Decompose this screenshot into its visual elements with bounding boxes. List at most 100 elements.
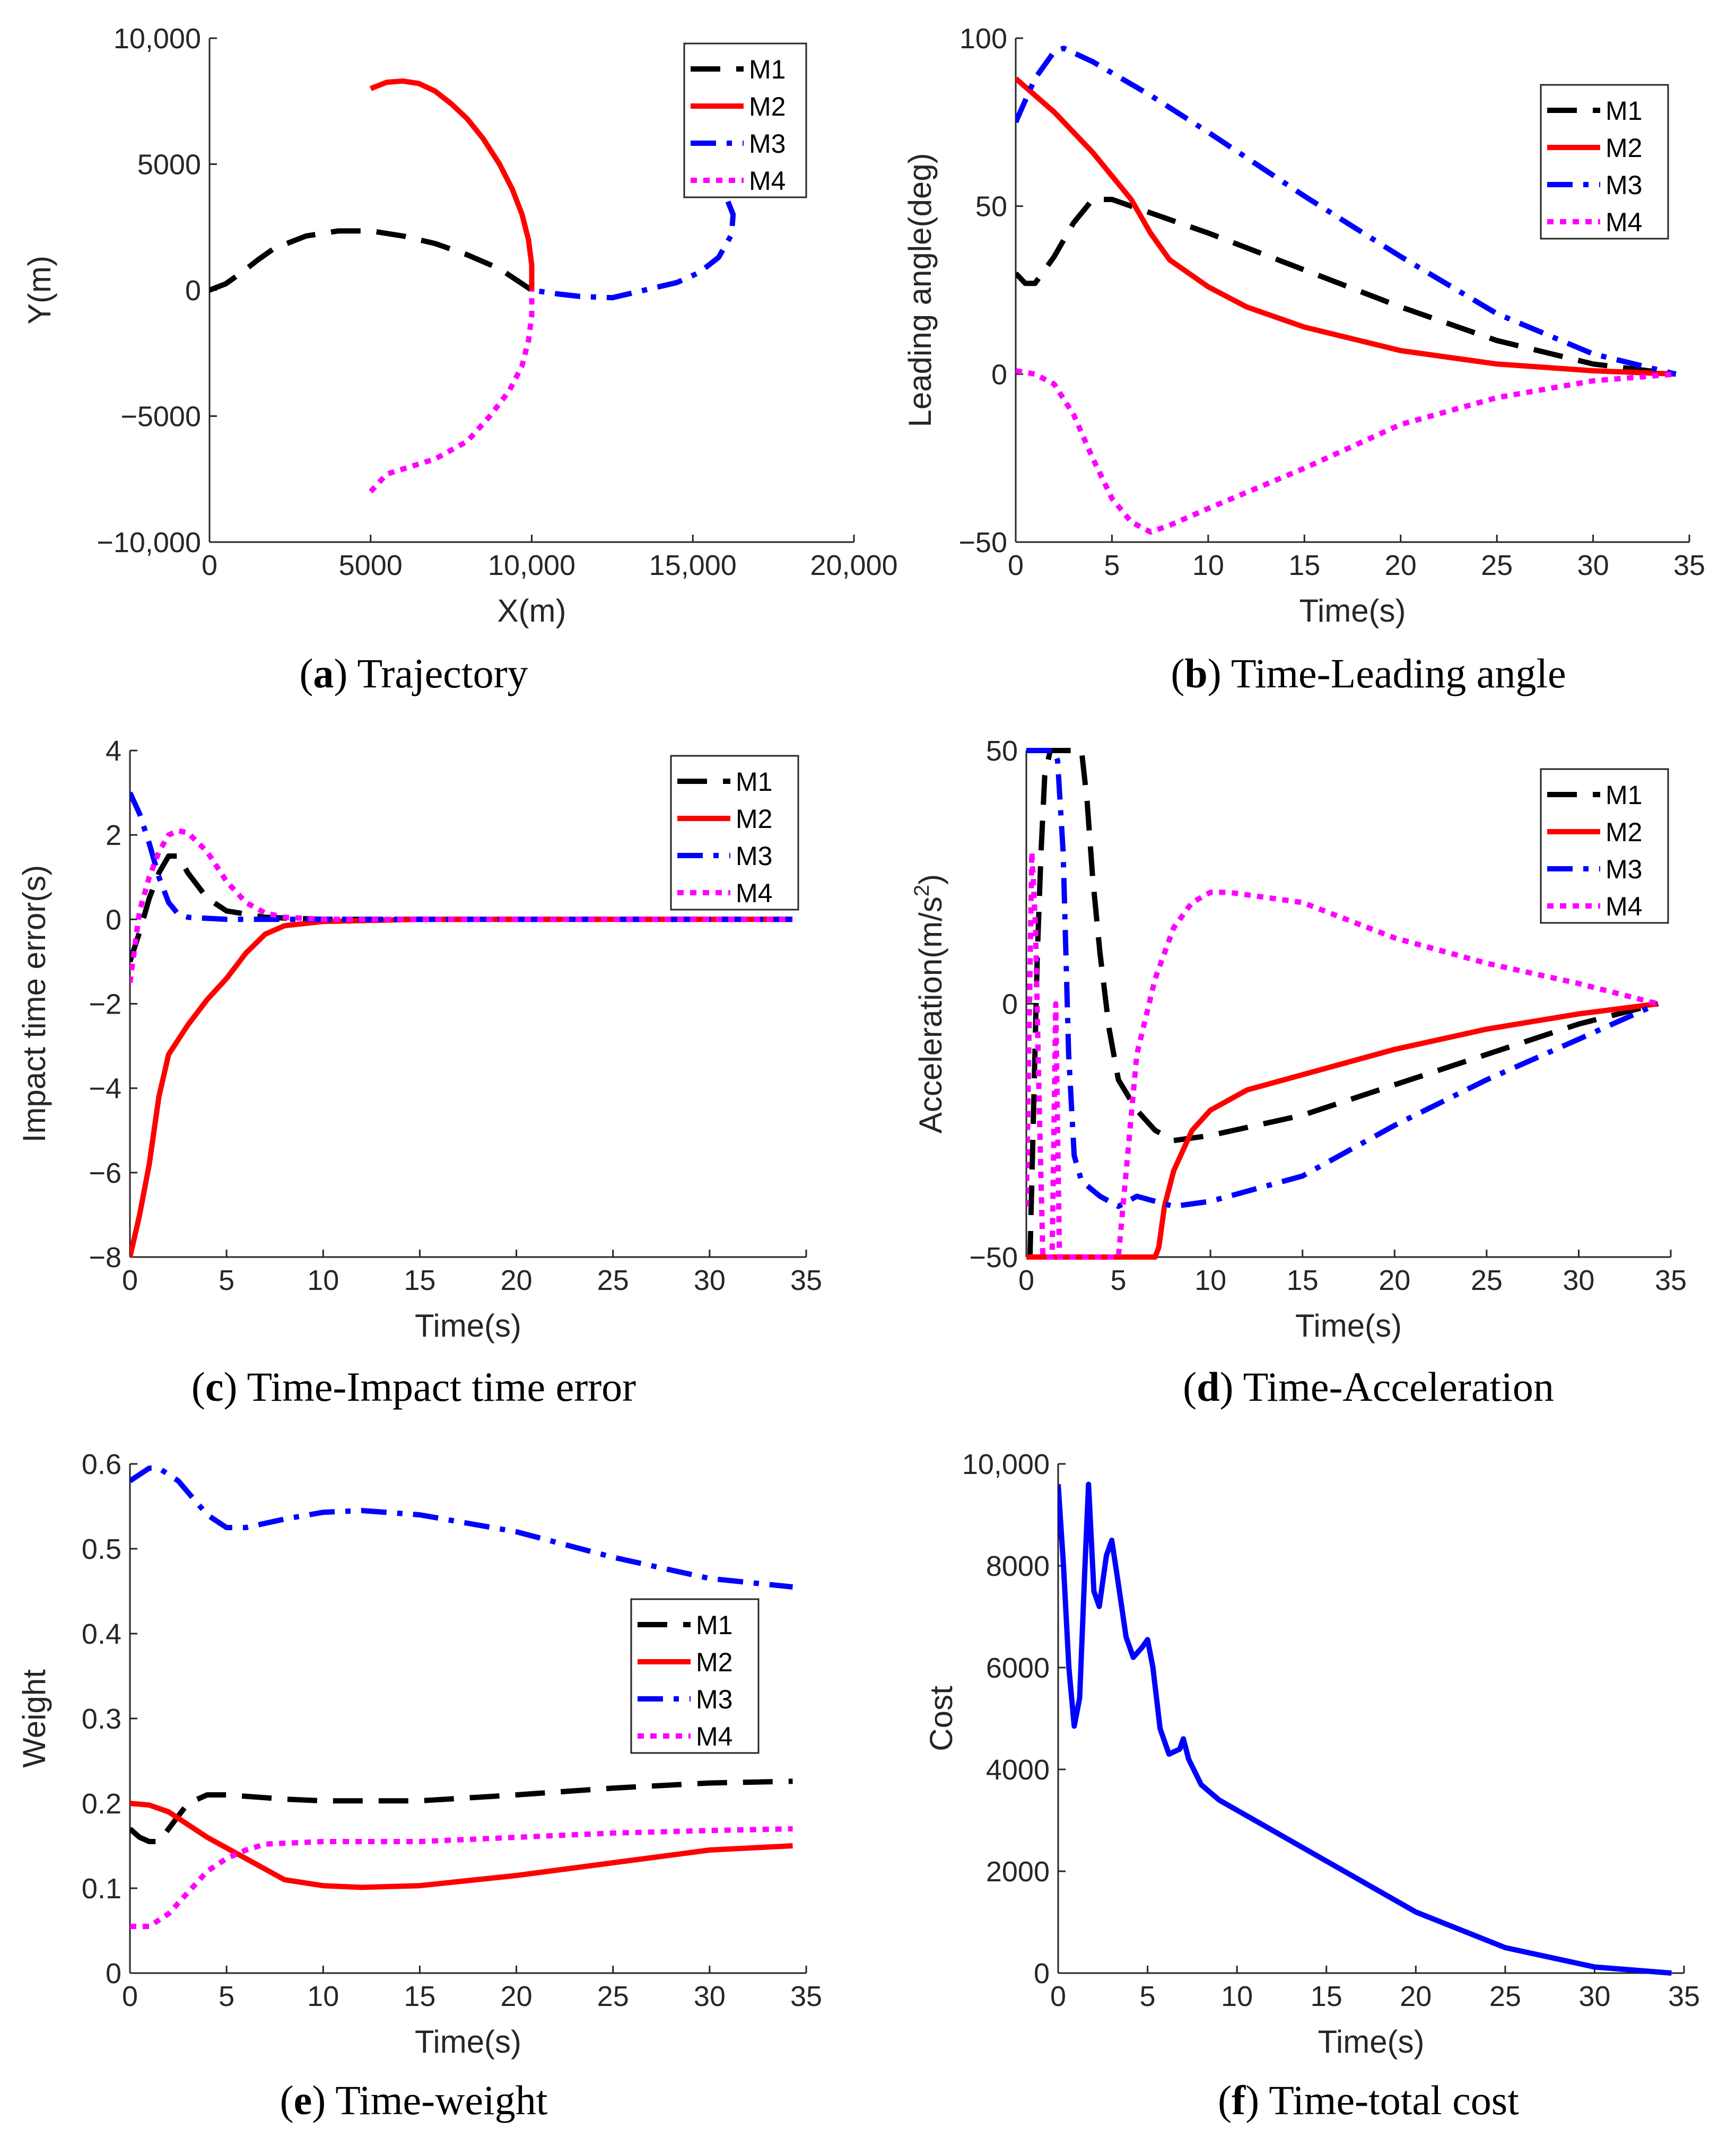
series-line-m2 [130, 1801, 793, 1890]
x-tick-label: 5 [219, 1981, 234, 2012]
y-tick-label: 10,000 [962, 1449, 1050, 1480]
x-axis-label: Time(s) [1299, 593, 1406, 629]
y-tick-label: 50 [975, 191, 1007, 223]
chart-panel-e: 0 5 10 15 20 25 30 35 0 0.1 0.2 0.3 0.4 0.5 0.6 Time(s)… [16, 1449, 822, 2060]
legend-label-m4: M4 [1606, 892, 1642, 921]
x-tick-label: 0 [202, 549, 217, 581]
series-line-m1 [210, 228, 534, 293]
x-tick-label: 0 [1008, 549, 1024, 581]
series-line-m4 [369, 290, 535, 494]
chart-panel-c: 0 5 10 15 20 25 30 35 −8 −6 −4 −2 0 2 4 Time(s) Impact t… [16, 735, 822, 1344]
x-tick-label: 30 [694, 1981, 726, 2012]
series-line-m3 [1016, 46, 1677, 377]
x-tick-label: 0 [122, 1981, 138, 2012]
legend: M1 M2 M3 M4 [670, 755, 799, 911]
x-tick-label: 10 [307, 1981, 339, 2012]
x-tick-label: 20 [501, 1981, 533, 2012]
y-tick-label: −4 [89, 1073, 121, 1105]
y-tick-label: 4 [106, 735, 121, 767]
x-tick-label: 0 [1050, 1981, 1066, 2012]
legend-label-m2: M2 [1606, 133, 1642, 163]
x-tick-label: 0 [1018, 1264, 1034, 1296]
y-tick-label: 0 [1002, 989, 1018, 1020]
y-axis-label: Y(m) [22, 256, 57, 325]
legend-label-m3: M3 [749, 129, 786, 159]
x-tick-label: 35 [1673, 549, 1705, 581]
y-tick-label: 6000 [986, 1652, 1050, 1684]
x-tick-label: 5 [1111, 1264, 1127, 1296]
y-tick-label: 0.4 [82, 1618, 121, 1650]
caption-d: (d) Time-Acceleration [1183, 1364, 1554, 1410]
x-tick-label: 15,000 [649, 549, 737, 581]
y-axis-label: Weight [16, 1669, 52, 1768]
series-line-m4 [1016, 368, 1677, 535]
y-tick-label: 5000 [137, 149, 201, 181]
legend-label-m4: M4 [749, 166, 786, 196]
y-axis-label: Acceleration(m/s2) [910, 874, 948, 1133]
x-tick-label: 10,000 [488, 549, 575, 581]
caption-b: (b) Time-Leading angle [1171, 650, 1566, 696]
legend: M1 M2 M3 M4 [630, 1598, 760, 1754]
y-tick-label: 10,000 [114, 23, 201, 55]
x-tick-label: 0 [122, 1264, 138, 1296]
legend-label-m1: M1 [696, 1610, 732, 1640]
x-tick-label: 20 [1385, 549, 1417, 581]
caption-c: (c) Time-Impact time error [191, 1364, 636, 1410]
y-tick-label: 0.3 [82, 1703, 121, 1735]
chart-panel-a: 0 5000 10,000 15,000 20,000 −10,000 −5000 0 5000… [22, 23, 898, 629]
y-tick-label: 0 [106, 904, 121, 936]
y-tick-label: 0 [991, 359, 1007, 390]
y-tick-label: −10,000 [97, 527, 201, 559]
y-tick-label: 0.5 [82, 1533, 121, 1565]
series-line-m2 [369, 78, 535, 290]
y-tick-label: 50 [986, 735, 1018, 767]
legend-label-m2: M2 [749, 92, 786, 121]
x-tick-label: 25 [597, 1981, 629, 2012]
x-tick-label: 10 [1221, 1981, 1253, 2012]
chart-panel-d: 0 5 10 15 20 25 30 35−50050Time(s)Acceleration(… [910, 735, 1687, 1344]
y-tick-label: −50 [969, 1242, 1018, 1273]
legend: M1 M2 M3 M4 [1540, 84, 1669, 240]
legend-label-m1: M1 [1606, 96, 1642, 126]
x-tick-label: 20 [1379, 1264, 1410, 1296]
y-tick-label: 0.1 [82, 1873, 121, 1905]
x-tick-label: 30 [694, 1264, 726, 1296]
y-tick-label: −2 [89, 989, 121, 1020]
x-tick-label: 25 [597, 1264, 629, 1296]
x-tick-label: 30 [1578, 1981, 1610, 2012]
y-tick-label: 0.6 [82, 1449, 121, 1480]
y-tick-label: 0.2 [82, 1788, 121, 1820]
x-tick-label: 5 [1140, 1981, 1156, 2012]
x-tick-label: 5 [219, 1264, 234, 1296]
legend-label-m1: M1 [1606, 780, 1642, 810]
series-line-m2 [130, 917, 793, 1258]
y-axis-label-end: ) [913, 874, 948, 885]
y-tick-label: 0 [1034, 1958, 1050, 1990]
caption-a: (a) Trajectory [299, 650, 528, 696]
x-axis-label: Time(s) [1318, 2024, 1424, 2060]
x-tick-label: 15 [404, 1264, 435, 1296]
x-tick-label: 10 [1192, 549, 1224, 581]
x-axis-label: Time(s) [415, 1308, 521, 1344]
x-tick-label: 35 [1668, 1981, 1700, 2012]
legend-label-m3: M3 [1606, 170, 1642, 200]
series-line-m3 [130, 791, 793, 922]
plot-area [1058, 1464, 1684, 1973]
series-line-m1 [130, 1778, 793, 1844]
x-tick-label: 15 [404, 1981, 435, 2012]
y-tick-label: 0 [185, 275, 201, 307]
series-line-m3 [531, 162, 736, 301]
x-tick-label: 10 [307, 1264, 339, 1296]
y-axis-label: Leading angle(deg) [902, 153, 938, 427]
x-tick-label: 25 [1489, 1981, 1521, 2012]
y-tick-label: −6 [89, 1157, 121, 1189]
x-tick-label: 35 [1655, 1264, 1687, 1296]
chart-panel-f: 0 5 10 15 20 25 30 35 0 2000 4000 6000 8000 10,000 Tim… [923, 1449, 1700, 2060]
legend-label-m3: M3 [1606, 854, 1642, 884]
x-tick-label: 15 [1288, 549, 1320, 581]
x-tick-label: 10 [1194, 1264, 1226, 1296]
x-tick-label: 20 [501, 1264, 533, 1296]
x-tick-label: 20 [1400, 1981, 1432, 2012]
legend-label-m1: M1 [749, 55, 786, 84]
